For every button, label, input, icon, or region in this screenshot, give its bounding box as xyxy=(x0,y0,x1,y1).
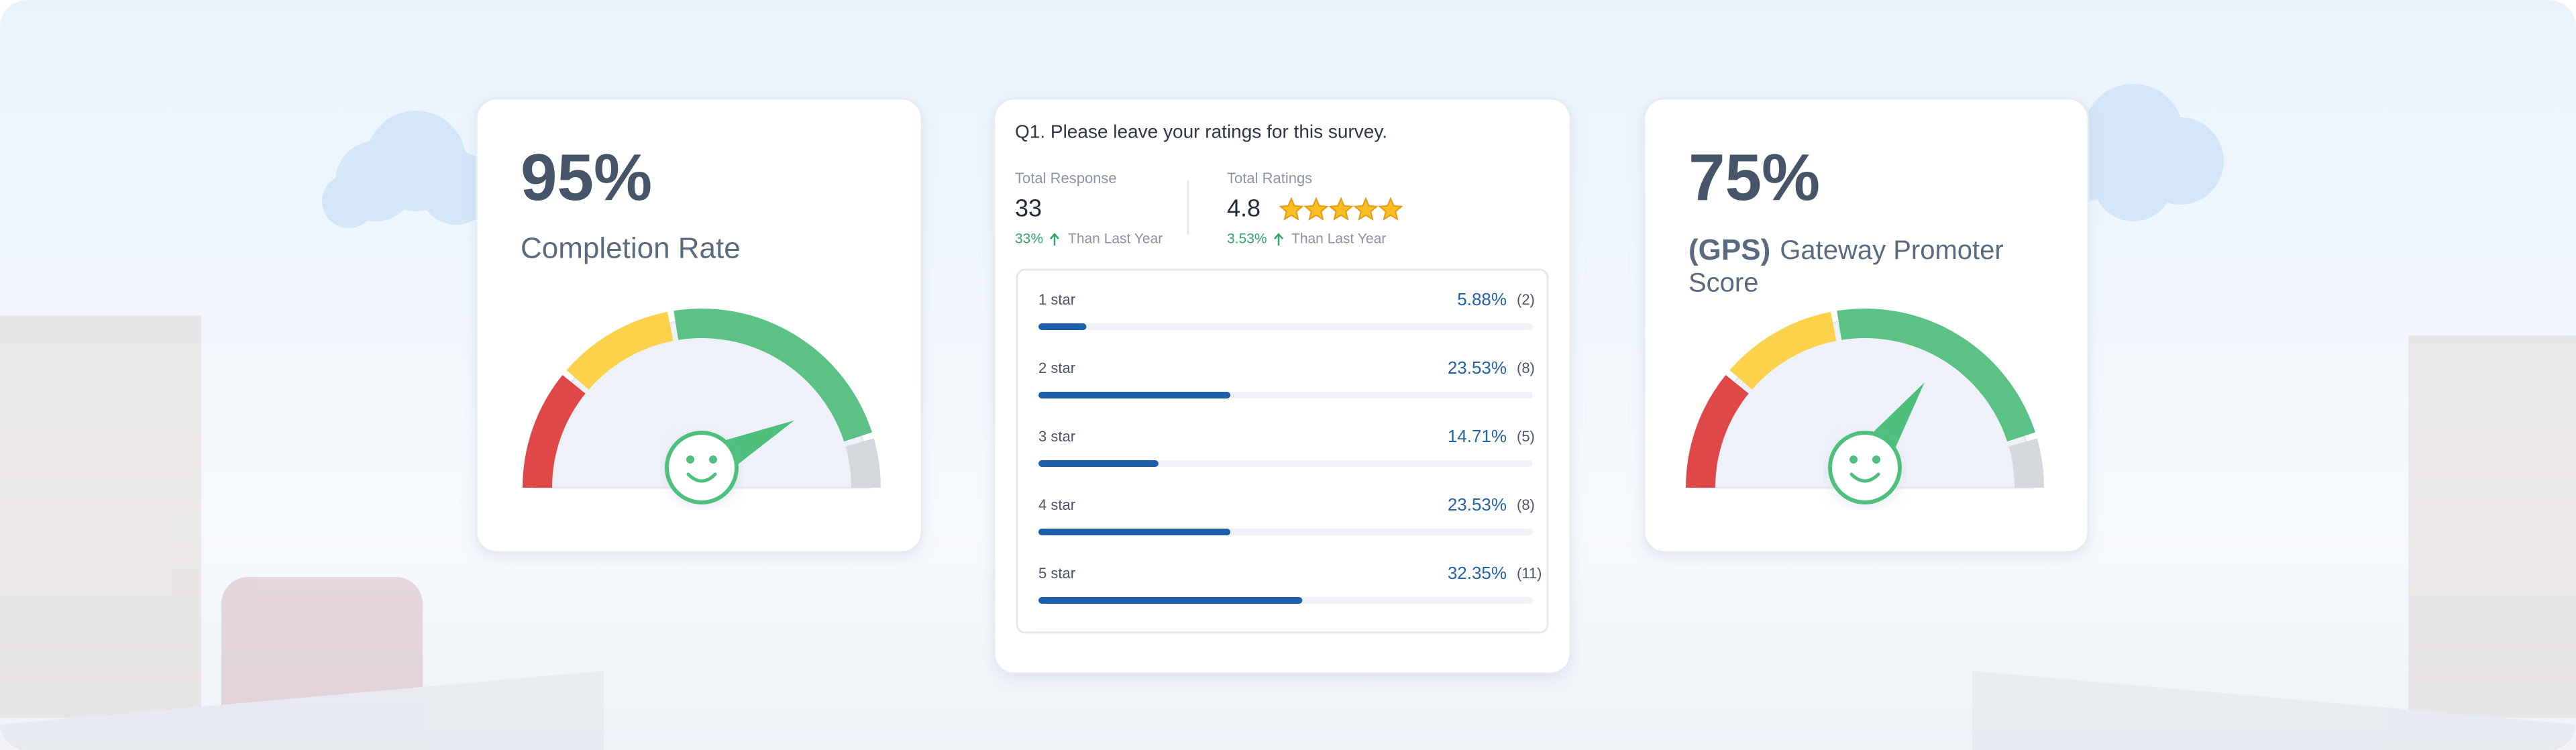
row-count: (8) xyxy=(1517,360,1535,376)
stat-change-text: Than Last Year xyxy=(1291,231,1386,247)
stat-label: Total Response xyxy=(1015,170,1117,186)
row-count: (5) xyxy=(1517,428,1535,445)
row-count: (8) xyxy=(1517,496,1535,513)
smiley-eye xyxy=(1872,456,1880,464)
gauge-value: 95% xyxy=(521,140,652,214)
gauge-segment xyxy=(1837,309,2035,442)
gauge-value: 75% xyxy=(1688,140,1820,214)
stat-value: 4.8 xyxy=(1227,195,1260,222)
bar xyxy=(1038,392,1231,398)
row-percent: 14.71% xyxy=(1448,426,1507,446)
smiley-mouth xyxy=(686,472,717,483)
bar xyxy=(1038,529,1231,535)
gauge-segment xyxy=(674,309,872,442)
stat-change-text: Than Last Year xyxy=(1068,231,1163,247)
star xyxy=(1378,197,1403,221)
stat-change: 3.53% xyxy=(1227,231,1267,247)
star xyxy=(1303,197,1329,221)
gauge-segment xyxy=(845,438,881,488)
gauge-segment xyxy=(1729,311,1837,390)
gauge-title-bold: (GPS) xyxy=(1688,233,1770,266)
row-percent: 32.35% xyxy=(1448,563,1507,583)
gauge xyxy=(523,309,881,504)
star xyxy=(1328,197,1354,221)
gauge-segment xyxy=(523,374,586,488)
smiley xyxy=(1828,431,1902,504)
scenery xyxy=(0,315,2576,750)
question: Q1. Please leave your ratings for this s… xyxy=(1015,121,1387,142)
bar xyxy=(1038,323,1087,330)
smiley-mouth xyxy=(1849,472,1880,483)
gauge-title-line: Score xyxy=(1688,268,1759,298)
stat-label: Total Ratings xyxy=(1227,170,1312,186)
star xyxy=(1353,197,1379,221)
bar xyxy=(1038,460,1159,467)
gauge-title: (GPS) Gateway Promoter xyxy=(1688,233,2004,266)
row-count: (11) xyxy=(1517,565,1542,582)
gauge-title: Completion Rate xyxy=(521,232,741,265)
gauge-segment xyxy=(2008,438,2044,488)
row-percent: 5.88% xyxy=(1457,289,1507,309)
star xyxy=(1279,197,1304,221)
up-arrow xyxy=(1050,233,1059,246)
smiley-eye xyxy=(686,456,694,464)
smiley xyxy=(665,431,739,504)
gauge-segment xyxy=(1686,374,1749,488)
up-arrow xyxy=(1274,233,1283,246)
bar-track xyxy=(1038,323,1533,330)
row-percent: 23.53% xyxy=(1448,358,1507,378)
rating-box xyxy=(1016,268,1549,634)
row-count: (2) xyxy=(1517,291,1535,308)
cloud xyxy=(322,111,493,228)
row-label: 2 star xyxy=(1038,360,1075,376)
smiley-eye xyxy=(1849,456,1858,464)
stat-change: 33% xyxy=(1015,231,1043,247)
row-percent: 23.53% xyxy=(1448,494,1507,515)
bar xyxy=(1038,597,1303,604)
row-label: 1 star xyxy=(1038,291,1075,308)
bar-track xyxy=(1038,460,1533,467)
smiley-eye xyxy=(709,456,717,464)
gauge-segment xyxy=(566,311,674,390)
stat-value: 33 xyxy=(1015,195,1042,222)
row-label: 3 star xyxy=(1038,428,1075,445)
row-label: 5 star xyxy=(1038,565,1075,582)
row-label: 4 star xyxy=(1038,496,1075,513)
gauge xyxy=(1686,309,2044,504)
gauge-title-line: Gateway Promoter xyxy=(1780,235,2003,265)
